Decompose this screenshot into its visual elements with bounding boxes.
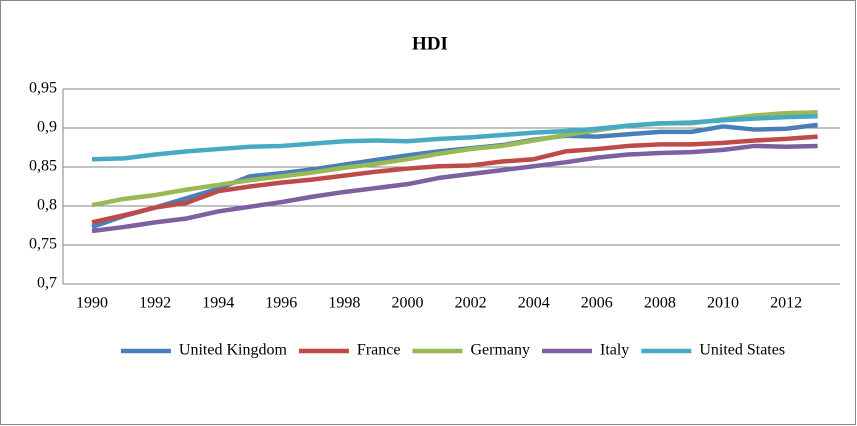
y-tick-label: 0,8 xyxy=(37,197,57,214)
x-tick-label: 1994 xyxy=(202,295,234,312)
y-tick-label: 0,75 xyxy=(29,236,57,253)
x-tick-label: 1998 xyxy=(328,295,360,312)
chart-title: HDI xyxy=(412,33,448,54)
x-tick-label: 2010 xyxy=(707,295,739,312)
x-tick-label: 2002 xyxy=(455,295,487,312)
x-tick-label: 1992 xyxy=(139,295,171,312)
y-tick-label: 0,7 xyxy=(37,275,57,292)
x-tick-label: 1996 xyxy=(265,295,297,312)
x-tick-label: 2000 xyxy=(392,295,424,312)
legend-label: Germany xyxy=(470,342,530,359)
y-tick-label: 0,9 xyxy=(37,119,57,136)
x-tick-label: 2006 xyxy=(581,295,613,312)
legend-label: Italy xyxy=(600,342,629,359)
legend-label: France xyxy=(357,342,401,359)
series-line xyxy=(91,114,818,162)
legend-label: United States xyxy=(699,342,785,359)
series-line xyxy=(91,134,818,225)
series-line xyxy=(91,143,818,234)
x-tick-label: 2008 xyxy=(644,295,676,312)
y-tick-label: 0,95 xyxy=(29,80,57,97)
x-tick-label: 1990 xyxy=(76,295,108,312)
x-tick-label: 2012 xyxy=(770,295,802,312)
x-tick-label: 2004 xyxy=(518,295,550,312)
legend-label: United Kingdom xyxy=(179,342,288,359)
y-tick-label: 0,85 xyxy=(29,158,57,175)
